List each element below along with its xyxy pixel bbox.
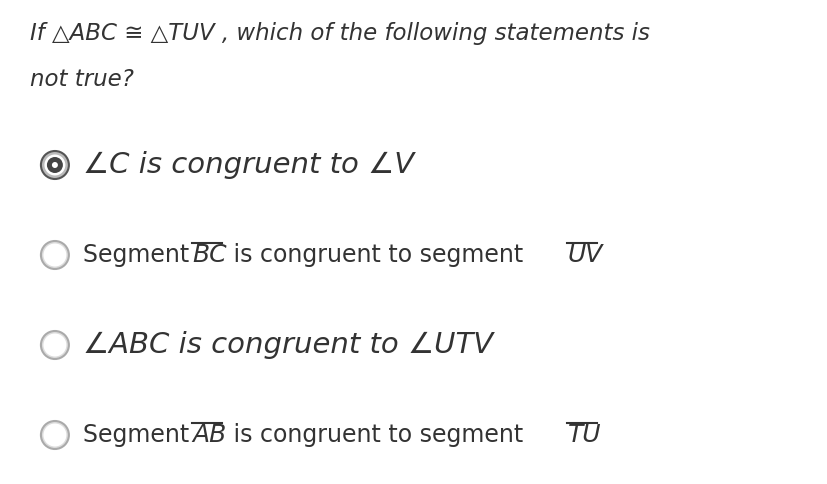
Text: AB: AB (192, 423, 227, 447)
Text: TU: TU (566, 423, 600, 447)
Circle shape (41, 241, 69, 269)
Circle shape (41, 151, 69, 179)
Text: Segment: Segment (83, 423, 196, 447)
Text: If △ABC ≅ △TUV , which of the following statements is: If △ABC ≅ △TUV , which of the following … (30, 22, 649, 45)
Circle shape (45, 154, 65, 176)
Text: Segment: Segment (83, 243, 196, 267)
Circle shape (41, 421, 69, 449)
Text: is congruent to segment: is congruent to segment (226, 423, 530, 447)
Text: not true?: not true? (30, 68, 134, 91)
Circle shape (43, 424, 66, 447)
Text: is congruent to segment: is congruent to segment (226, 243, 530, 267)
Circle shape (43, 243, 66, 267)
Circle shape (41, 331, 69, 359)
Circle shape (43, 333, 66, 357)
Circle shape (52, 162, 58, 168)
Text: ∠ABC is congruent to ∠UTV: ∠ABC is congruent to ∠UTV (83, 331, 492, 359)
Text: ∠C is congruent to ∠V: ∠C is congruent to ∠V (83, 151, 414, 179)
Circle shape (47, 157, 63, 173)
Text: UV: UV (566, 243, 602, 267)
Text: BC: BC (192, 243, 227, 267)
